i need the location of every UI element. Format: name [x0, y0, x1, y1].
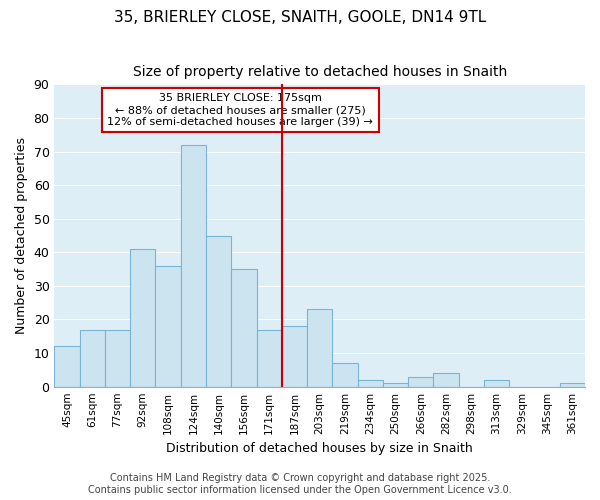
Bar	[408, 376, 433, 386]
Y-axis label: Number of detached properties: Number of detached properties	[15, 137, 28, 334]
Bar	[155, 266, 181, 386]
Bar	[181, 145, 206, 386]
Bar	[383, 384, 408, 386]
X-axis label: Distribution of detached houses by size in Snaith: Distribution of detached houses by size …	[166, 442, 473, 455]
Bar	[332, 363, 358, 386]
Bar	[358, 380, 383, 386]
Bar	[80, 330, 105, 386]
Bar	[257, 330, 282, 386]
Bar	[206, 236, 231, 386]
Bar	[282, 326, 307, 386]
Title: Size of property relative to detached houses in Snaith: Size of property relative to detached ho…	[133, 65, 507, 79]
Bar	[55, 346, 80, 387]
Bar	[130, 249, 155, 386]
Text: 35 BRIERLEY CLOSE: 175sqm
← 88% of detached houses are smaller (275)
12% of semi: 35 BRIERLEY CLOSE: 175sqm ← 88% of detac…	[107, 94, 373, 126]
Bar	[307, 310, 332, 386]
Bar	[484, 380, 509, 386]
Bar	[105, 330, 130, 386]
Bar	[560, 384, 585, 386]
Text: 35, BRIERLEY CLOSE, SNAITH, GOOLE, DN14 9TL: 35, BRIERLEY CLOSE, SNAITH, GOOLE, DN14 …	[114, 10, 486, 25]
Bar	[433, 373, 458, 386]
Bar	[231, 269, 257, 386]
Text: Contains HM Land Registry data © Crown copyright and database right 2025.
Contai: Contains HM Land Registry data © Crown c…	[88, 474, 512, 495]
